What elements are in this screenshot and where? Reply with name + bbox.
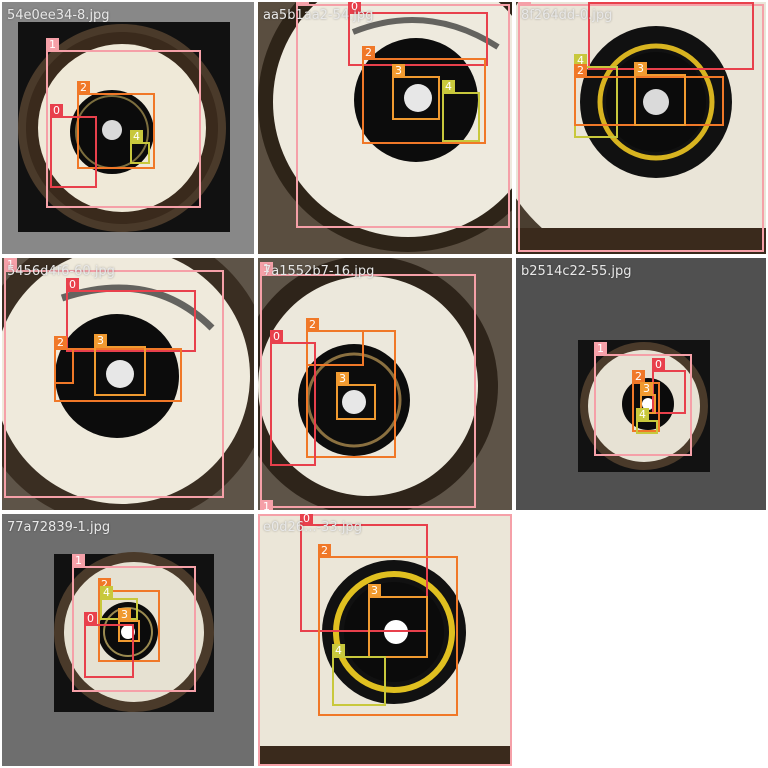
- filename-label: 8f264dd-0.jpg: [521, 8, 613, 23]
- bbox-label: 0: [300, 514, 313, 525]
- tile-image: [54, 552, 214, 712]
- bbox-2[interactable]: 2: [362, 46, 486, 144]
- bbox-label: 3: [640, 382, 653, 395]
- bbox-1[interactable]: 1: [594, 342, 692, 456]
- bbox-label: 2: [54, 336, 67, 349]
- bbox-label: 1: [260, 500, 273, 510]
- bbox-2[interactable]: 2: [318, 544, 458, 716]
- bbox-label: 4: [636, 408, 649, 421]
- bbox-label: 2: [306, 318, 319, 331]
- bbox-1[interactable]: 1: [296, 2, 510, 228]
- bbox-label: 1: [258, 514, 271, 515]
- bbox-label: 1: [46, 38, 59, 51]
- filename-label: 5456d4f6-60.jpg: [7, 264, 115, 279]
- bbox-label: 1: [4, 258, 17, 271]
- bbox-label: 1: [518, 2, 531, 5]
- tile-image: [578, 340, 710, 472]
- bbox-0[interactable]: 0: [270, 330, 316, 466]
- bbox-label: 0: [270, 330, 283, 343]
- bbox-label: 1: [260, 262, 273, 275]
- bbox-label: 3: [336, 372, 349, 385]
- tile-b2514c22-55[interactable]: b2514c22-55.jpg 1 0 2 3 4: [516, 258, 766, 510]
- filename-label: 77a72839-1.jpg: [7, 520, 111, 535]
- filename-label: aa5b1aa2-54.jpg: [263, 8, 374, 23]
- bbox-1[interactable]: 1: [4, 258, 224, 498]
- filename-label: e0d26...-33.jpg: [263, 520, 362, 535]
- tile-54e0ee34-8[interactable]: 54e0ee34-8.jpg 1 2 0 4: [2, 2, 254, 254]
- bbox-label: 2: [574, 64, 587, 77]
- filename-label: 54e0ee34-8.jpg: [7, 8, 110, 23]
- bbox-label: 2: [77, 81, 90, 94]
- bbox-label: 4: [332, 644, 345, 657]
- bbox-label: 4: [442, 80, 455, 93]
- bbox-label: 1: [72, 554, 85, 567]
- bbox-label: 4: [574, 54, 587, 67]
- bbox-3[interactable]: 3: [368, 584, 428, 658]
- bbox-3[interactable]: 3: [118, 608, 140, 642]
- tile-image: [18, 22, 230, 232]
- filename-label: b2514c22-55.jpg: [521, 264, 632, 279]
- bbox-4[interactable]: 4: [130, 130, 150, 164]
- bbox-0[interactable]: 0: [300, 514, 428, 632]
- bbox-3[interactable]: 3: [392, 64, 440, 120]
- bbox-label: 4: [130, 130, 143, 143]
- bbox-2b[interactable]: [54, 348, 182, 402]
- bbox-0[interactable]: 0: [50, 104, 97, 188]
- bbox-label: 1: [594, 342, 607, 355]
- tile-8f264dd-0[interactable]: 8f264dd-0.jpg 1 0 4 2 3: [516, 2, 766, 254]
- bbox-3[interactable]: 3: [94, 334, 146, 396]
- bbox-4[interactable]: 4: [636, 408, 658, 434]
- tile-aa5b1aa2-54[interactable]: aa5b1aa2-54.jpg 1 0 2 3 4: [258, 2, 512, 254]
- bbox-0[interactable]: 0: [348, 2, 488, 66]
- bbox-1[interactable]: 1: [72, 554, 196, 692]
- bbox-2b[interactable]: [306, 330, 396, 458]
- tile-image: [2, 258, 254, 510]
- bbox-label: 2: [362, 46, 375, 59]
- bbox-label: 3: [118, 608, 131, 621]
- bbox-3[interactable]: 3: [336, 372, 376, 420]
- bbox-1[interactable]: 1: [518, 2, 764, 252]
- bbox-1[interactable]: 1: [46, 38, 201, 208]
- bbox-label: 0: [348, 2, 361, 13]
- bbox-4[interactable]: 4: [332, 644, 386, 706]
- bbox-label: 0: [588, 2, 601, 3]
- bbox-1[interactable]: 1: [258, 514, 512, 766]
- bbox-label: 0: [84, 612, 97, 625]
- bbox-label: 1: [296, 2, 309, 5]
- tile-e0d26-33[interactable]: e0d26...-33.jpg 1 0 2 3 4: [258, 514, 512, 766]
- tile-7a1552b7-16[interactable]: 7a1552b7-16.jpg 1 1 2 0 3: [258, 258, 512, 510]
- bbox-4[interactable]: 4: [442, 80, 480, 142]
- bbox-label: 2: [632, 370, 645, 383]
- bbox-3[interactable]: 3: [634, 62, 686, 126]
- bbox-0[interactable]: 0: [66, 278, 196, 352]
- bbox-0[interactable]: 0: [588, 2, 754, 70]
- bbox-0[interactable]: 0: [84, 612, 134, 678]
- tile-5456d4f6-60[interactable]: 5456d4f6-60.jpg 1 0 2 3: [2, 258, 254, 510]
- bbox-label: 0: [66, 278, 79, 291]
- bbox-label: 3: [94, 334, 107, 347]
- bbox-label: 0: [652, 358, 665, 371]
- bbox-label: 4: [100, 586, 113, 599]
- bbox-1[interactable]: 1: [260, 262, 476, 508]
- bbox-label: 3: [368, 584, 381, 597]
- bbox-0[interactable]: 0: [652, 358, 686, 414]
- bbox-label: 3: [634, 62, 647, 75]
- bbox-2[interactable]: 2: [77, 81, 155, 169]
- tile-77a72839-1[interactable]: 77a72839-1.jpg 1 2 4 3 0: [2, 514, 254, 766]
- bbox-label: 2: [318, 544, 331, 557]
- tile-image: [258, 514, 512, 766]
- filename-label: 7a1552b7-16.jpg: [263, 264, 375, 279]
- bbox-label: 3: [392, 64, 405, 77]
- bbox-label: 0: [50, 104, 63, 117]
